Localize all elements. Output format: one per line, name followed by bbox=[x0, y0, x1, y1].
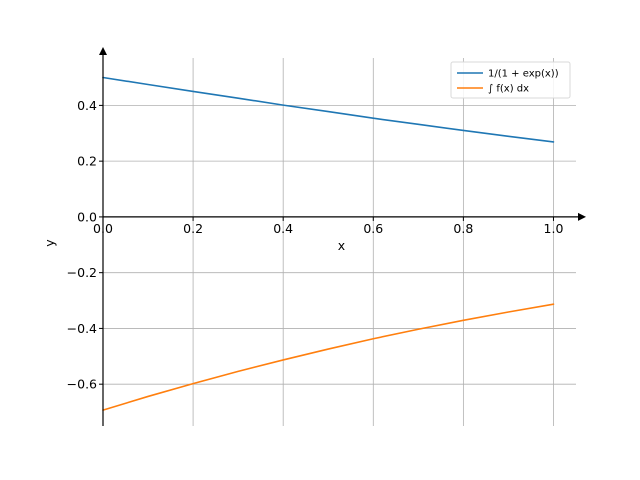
x-tick-label: 0.8 bbox=[453, 221, 473, 236]
legend-box bbox=[450, 61, 571, 99]
x-axis-arrow-icon bbox=[578, 212, 586, 221]
series-line-1 bbox=[102, 76, 555, 143]
series-layer bbox=[102, 76, 555, 411]
tick-labels: 0.0 0.2 0.4 0.6 0.8 1.0 −0.6 −0.4 −0.2 0.0 0.2 0.4 bbox=[67, 98, 564, 392]
y-tick-label: 0.0 bbox=[77, 209, 97, 224]
y-axis-label: y bbox=[42, 239, 57, 247]
x-axis-label: x bbox=[338, 238, 345, 253]
y-axis-arrow-icon bbox=[99, 47, 107, 55]
legend-label-2: ∫ f(x) dx bbox=[488, 84, 529, 95]
axes bbox=[99, 47, 586, 426]
series-line-2 bbox=[102, 303, 555, 411]
y-tick-label: 0.2 bbox=[77, 154, 97, 169]
x-tick-label: 0.6 bbox=[363, 221, 383, 236]
x-tick-label: 0.2 bbox=[183, 221, 203, 236]
y-tick-label: 0.4 bbox=[77, 98, 97, 113]
y-tick-label: −0.4 bbox=[67, 321, 97, 336]
legend-label-1: 1/(1 + exp(x)) bbox=[488, 69, 559, 80]
x-tick-label: 0.0 bbox=[93, 221, 113, 236]
y-tick-label: −0.2 bbox=[67, 265, 97, 280]
x-tick-label: 0.4 bbox=[273, 221, 293, 236]
x-tick-label: 1.0 bbox=[544, 221, 564, 236]
y-tick-label: −0.6 bbox=[67, 377, 97, 392]
legend: 1/(1 + exp(x)) ∫ f(x) dx bbox=[450, 61, 571, 99]
